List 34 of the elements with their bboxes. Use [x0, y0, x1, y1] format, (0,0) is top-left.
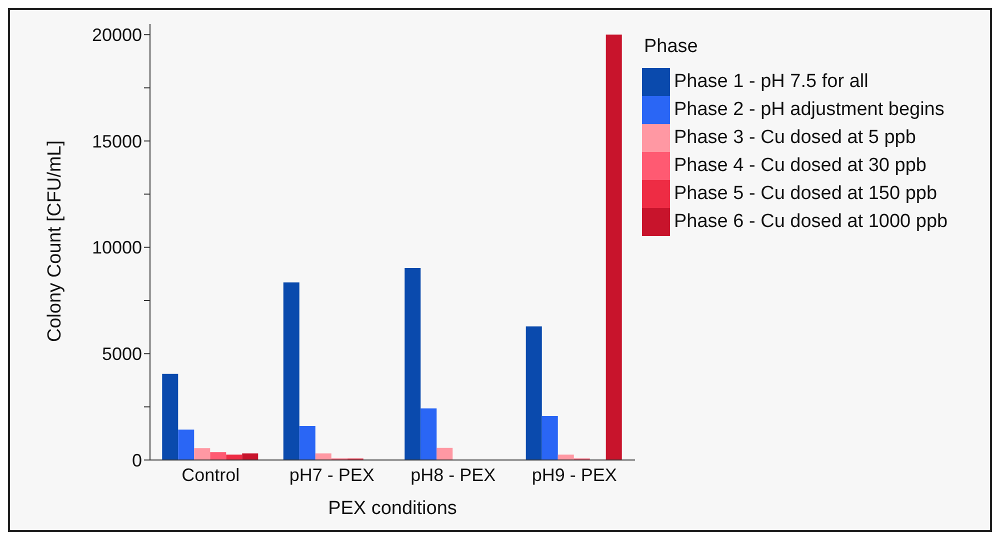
legend-label: Phase 3 - Cu dosed at 5 ppb: [674, 127, 916, 148]
bar: [606, 34, 622, 460]
bar: [526, 326, 542, 460]
y-tick-label: 0: [132, 450, 142, 470]
bar: [315, 453, 332, 460]
bar: [558, 454, 574, 460]
legend-label: Phase 5 - Cu dosed at 150 ppb: [674, 183, 938, 204]
bar: [178, 430, 194, 460]
legend-label: Phase 4 - Cu dosed at 30 ppb: [674, 155, 926, 176]
bar: [283, 282, 300, 460]
x-tick-label: pH8 - PEX: [410, 464, 496, 485]
legend-title: Phase: [644, 36, 698, 58]
legend-label: Phase 6 - Cu dosed at 1000 ppb: [674, 211, 948, 232]
x-tick-label: pH9 - PEX: [532, 464, 617, 485]
legend-label: Phase 1 - pH 7.5 for all: [674, 71, 868, 92]
bar: [210, 452, 226, 460]
y-tick-label: 15000: [92, 131, 142, 152]
bar: [242, 453, 258, 460]
bar: [299, 426, 316, 460]
bar: [194, 448, 210, 460]
y-tick-label: 10000: [92, 238, 142, 258]
y-axis-title: Colony Count [CFU/mL]: [44, 140, 66, 342]
x-tick-label: Control: [182, 464, 240, 485]
bar: [542, 416, 558, 460]
x-axis-title: PEX conditions: [328, 498, 457, 519]
y-tick-label: 5000: [102, 344, 142, 364]
bar: [226, 454, 242, 460]
bar: [420, 408, 437, 460]
bar: [404, 268, 421, 460]
bar: [436, 448, 453, 460]
y-tick-label: 20000: [92, 25, 142, 46]
x-tick-label: pH7 - PEX: [289, 464, 374, 485]
bar: [162, 374, 178, 460]
legend-label: Phase 2 - pH adjustment begins: [674, 99, 944, 120]
